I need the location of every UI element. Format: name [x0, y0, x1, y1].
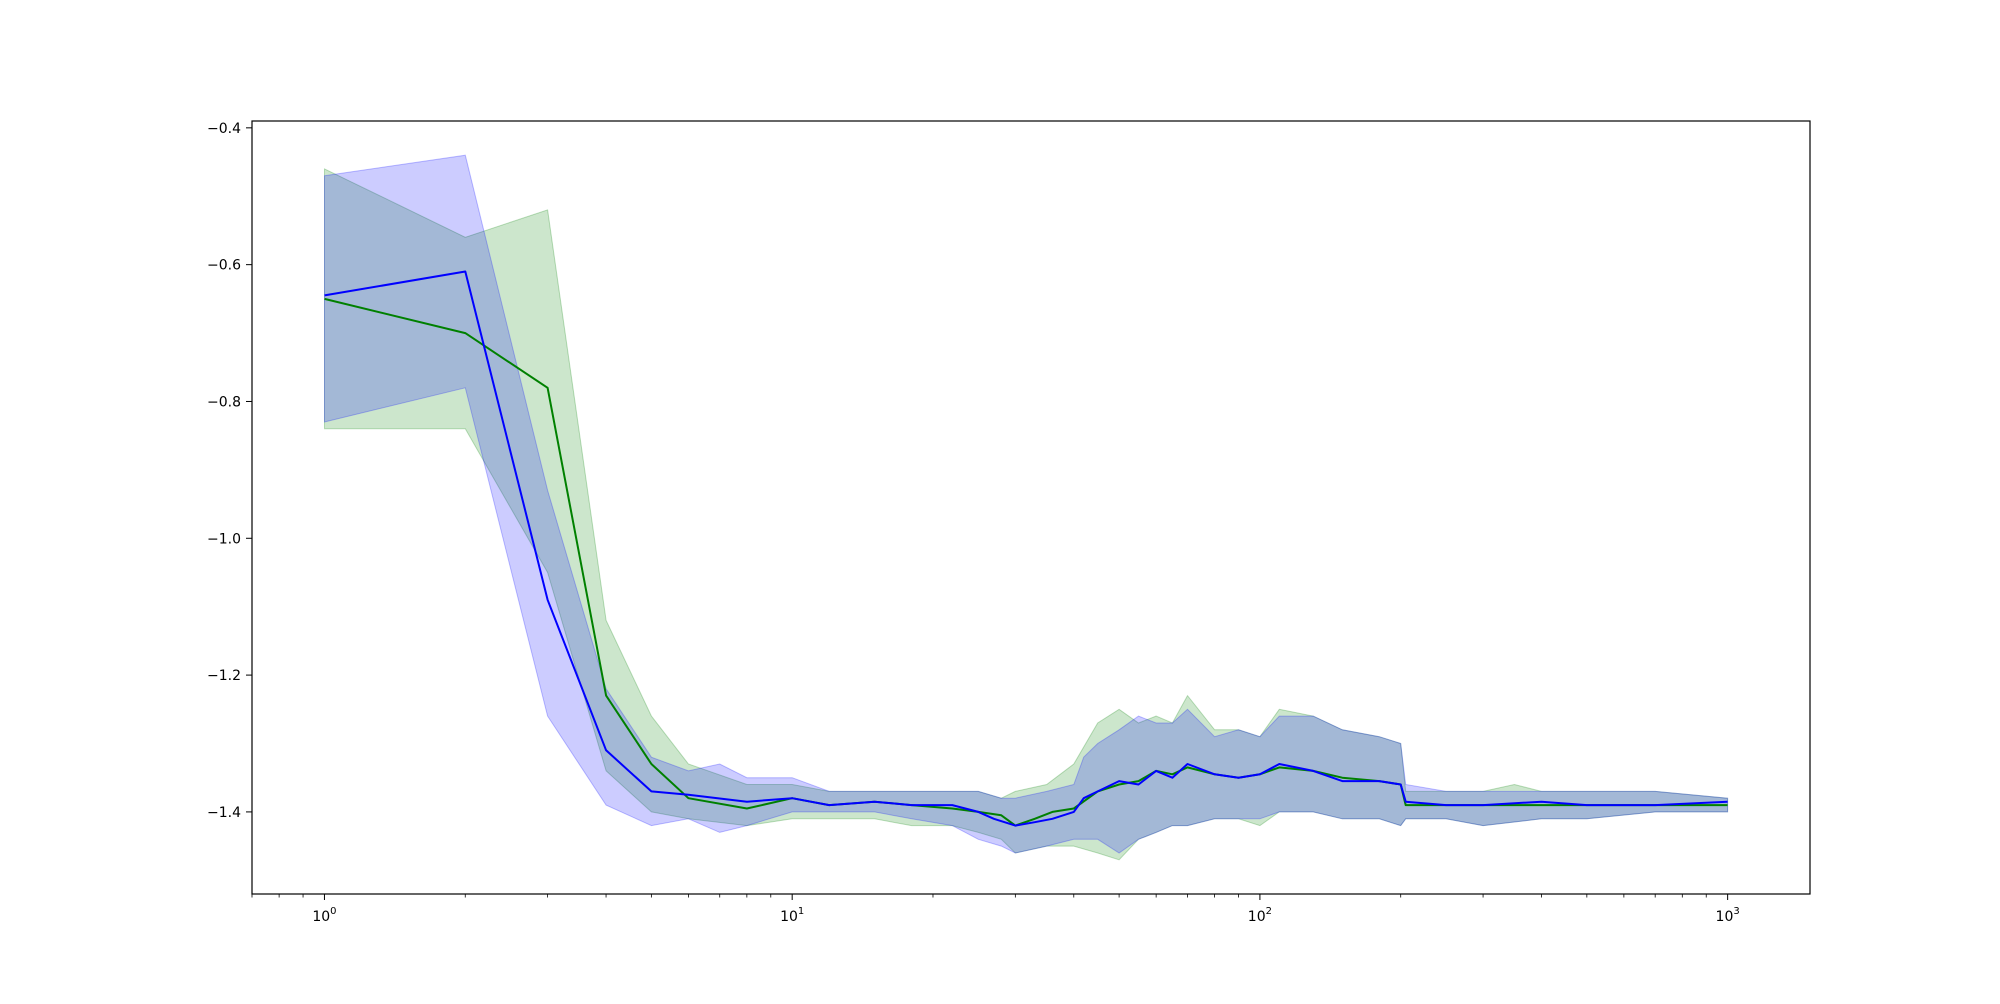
plot-area-frame [251, 120, 1811, 895]
x-tick-label: 101 [780, 906, 804, 925]
y-tick-label: −1.0 [207, 531, 241, 547]
x-tick-label: 103 [1716, 906, 1740, 925]
y-tick-label: −1.4 [207, 805, 241, 821]
x-axis: 100 101 102 103 [251, 894, 1740, 925]
y-axis: −0.4 −0.6 −0.8 −1.0 −1.2 −1.4 [207, 121, 252, 821]
series-2-line [324, 270, 1728, 827]
x-tick-label: 100 [312, 906, 336, 925]
x-tick-label: 102 [1248, 906, 1272, 925]
confidence-bands [324, 154, 1729, 861]
y-tick-label: −1.2 [207, 668, 241, 684]
series-lines [324, 270, 1728, 827]
y-tick-label: −0.8 [207, 394, 241, 410]
y-tick-label: −0.4 [207, 121, 241, 137]
y-tick-label: −0.6 [207, 258, 241, 274]
